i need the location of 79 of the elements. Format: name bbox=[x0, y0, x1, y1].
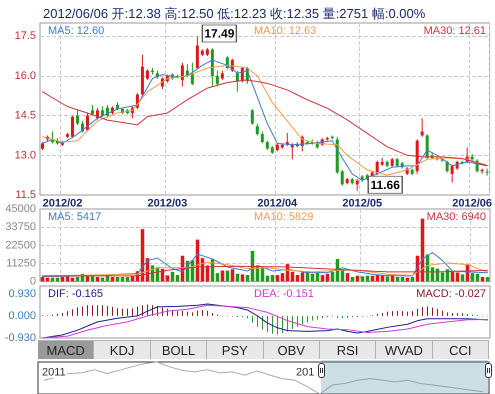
annotation: 2011 bbox=[42, 366, 66, 378]
y-tick-label: 0 bbox=[30, 276, 36, 288]
text: OBV bbox=[264, 340, 320, 359]
candlestick bbox=[216, 70, 219, 88]
text: PSY bbox=[207, 340, 264, 359]
bar bbox=[236, 274, 240, 282]
candlestick bbox=[70, 115, 74, 139]
text: MA10: 12.63 bbox=[254, 25, 316, 37]
bar bbox=[230, 269, 234, 282]
series-label: MACD: -0.027 bbox=[416, 288, 486, 300]
candlestick bbox=[90, 104, 94, 116]
text: MA30: 12.61 bbox=[424, 25, 486, 37]
text: RSI bbox=[320, 340, 376, 359]
candlestick bbox=[260, 130, 264, 144]
x-tick-label: 2012/05 bbox=[342, 198, 382, 210]
y-tick-label: 16.0 bbox=[14, 70, 36, 82]
bar bbox=[386, 276, 390, 282]
candlestick bbox=[180, 62, 184, 88]
candlestick bbox=[450, 164, 454, 184]
x-tick-label: 2012/02 bbox=[42, 198, 82, 210]
candlestick bbox=[256, 123, 259, 136]
y-tick-label: 0.930 bbox=[8, 288, 36, 300]
bar bbox=[346, 273, 350, 282]
candlestick bbox=[420, 118, 424, 138]
candlestick bbox=[340, 169, 344, 186]
annotation: 201 bbox=[296, 366, 314, 378]
text: KDJ bbox=[94, 340, 151, 359]
bar bbox=[480, 276, 484, 282]
series-label: DIF: -0.165 bbox=[48, 288, 104, 300]
candlestick bbox=[190, 62, 194, 86]
bar bbox=[356, 276, 360, 282]
candlestick bbox=[290, 142, 294, 160]
line-series bbox=[42, 266, 488, 276]
y-tick-label: 17.5 bbox=[14, 30, 36, 42]
y-tick-label: 0.000 bbox=[8, 310, 36, 322]
text: MACD bbox=[38, 340, 94, 359]
bar bbox=[406, 278, 410, 282]
annotation: 11.66 bbox=[370, 178, 400, 192]
y-tick-label: 22500 bbox=[5, 239, 36, 252]
x-tick-label: 2012/06 bbox=[452, 198, 492, 210]
text: MA10: 5829 bbox=[254, 211, 314, 223]
candlestick bbox=[390, 157, 394, 168]
bar bbox=[90, 276, 94, 282]
candlestick bbox=[356, 178, 359, 192]
bar bbox=[460, 274, 464, 282]
bar bbox=[410, 276, 414, 282]
candlestick bbox=[396, 157, 399, 168]
bar bbox=[240, 274, 244, 282]
text: BOLL bbox=[150, 340, 208, 359]
candlestick bbox=[100, 106, 104, 118]
y-tick-label: 45000 bbox=[5, 203, 36, 215]
y-tick-label: 33750 bbox=[5, 221, 36, 234]
candlestick bbox=[146, 68, 149, 80]
candlestick bbox=[220, 70, 224, 80]
bar bbox=[226, 270, 230, 282]
x-tick-label: 2012/04 bbox=[257, 198, 298, 210]
bar bbox=[96, 276, 100, 282]
candlestick bbox=[196, 36, 199, 70]
bar bbox=[350, 276, 354, 282]
y-tick-label: -0.930 bbox=[4, 332, 36, 344]
chart-title: 2012/06/06 开:12.38 高:12.50 低:12.23 收:12.35 量:2751 幅:0.00% bbox=[43, 6, 426, 21]
y-tick-label: 13.0 bbox=[14, 149, 36, 162]
text: MA30: 6940 bbox=[426, 211, 486, 223]
bar bbox=[110, 276, 114, 282]
candlestick bbox=[76, 110, 79, 126]
y-tick-label: 11250 bbox=[6, 257, 36, 270]
x-tick-label: 2012/03 bbox=[148, 198, 188, 210]
y-tick-label: 14.5 bbox=[14, 110, 36, 122]
text: MA5: 12.60 bbox=[48, 25, 104, 37]
bar bbox=[220, 270, 224, 282]
text: MA5: 5417 bbox=[48, 211, 102, 223]
y-tick-label: 11.5 bbox=[15, 189, 36, 201]
text: WVAD bbox=[376, 340, 433, 359]
candlestick bbox=[266, 140, 269, 151]
series-label: DEA: -0.151 bbox=[254, 288, 314, 300]
text: CCI bbox=[432, 340, 489, 359]
candlestick bbox=[250, 108, 254, 126]
bar bbox=[486, 277, 490, 282]
annotation: 17.49 bbox=[204, 26, 235, 40]
